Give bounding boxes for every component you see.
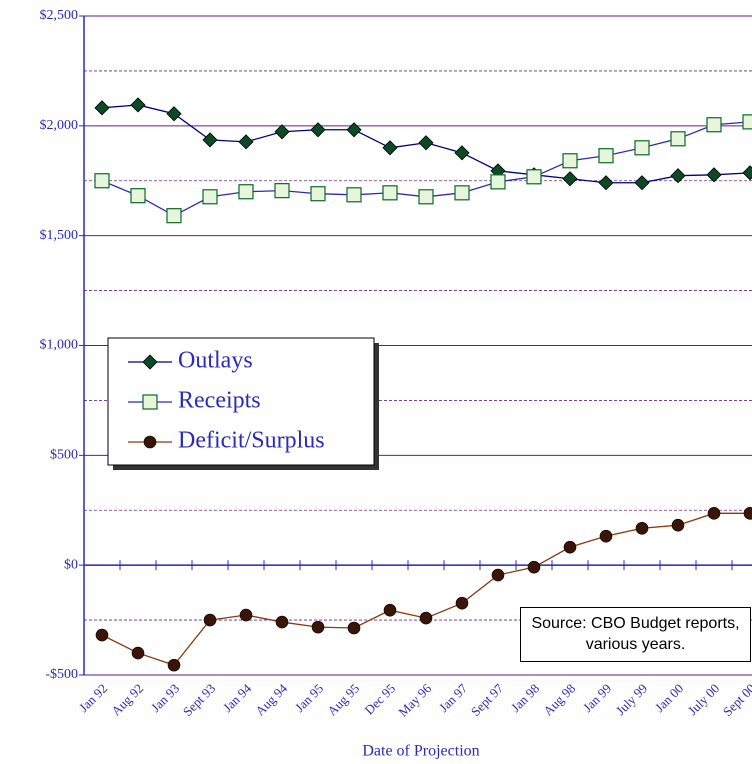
diamond-marker — [238, 134, 254, 150]
square-marker — [142, 394, 158, 410]
y-tick-label: $1,500 — [40, 228, 79, 243]
circle-marker — [419, 611, 433, 625]
square-marker — [490, 174, 506, 190]
x-tick-label: Dec 95 — [361, 681, 398, 718]
diamond-marker — [202, 132, 218, 148]
x-tick-label: Jan 98 — [508, 681, 542, 715]
circle-marker — [167, 658, 181, 672]
x-tick-label: Jan 94 — [220, 680, 255, 715]
x-tick-label: May 96 — [395, 680, 434, 719]
diamond-marker — [562, 171, 578, 187]
square-marker — [598, 148, 614, 164]
diamond-marker — [670, 168, 686, 184]
x-tick-label: Aug 94 — [252, 680, 290, 718]
x-tick-label: Aug 98 — [540, 681, 578, 719]
x-tick-label: Aug 92 — [108, 681, 146, 719]
x-tick-label: Sept 93 — [180, 681, 218, 719]
circle-marker — [671, 518, 685, 532]
diamond-marker — [346, 122, 362, 138]
circle-marker — [383, 603, 397, 617]
y-tick-label: -$500 — [45, 667, 78, 682]
x-tick-label: Sept 00 — [720, 681, 752, 719]
square-marker — [670, 131, 686, 147]
y-tick-label: $0 — [64, 557, 78, 572]
x-tick-label: Jan 92 — [76, 681, 110, 715]
diamond-marker — [418, 135, 434, 151]
diamond-marker — [634, 175, 650, 191]
square-marker — [274, 183, 290, 199]
x-tick-label: Jan 99 — [580, 681, 614, 715]
circle-marker — [635, 521, 649, 535]
diamond-marker — [166, 106, 182, 122]
y-tick-label: $2,500 — [40, 8, 79, 23]
square-marker — [634, 140, 650, 156]
diamond-marker — [142, 354, 158, 370]
square-marker — [310, 186, 326, 202]
square-marker — [382, 185, 398, 201]
square-marker — [418, 189, 434, 205]
circle-marker — [743, 507, 752, 520]
circle-marker — [275, 615, 289, 629]
circle-marker — [563, 540, 577, 554]
square-marker — [202, 189, 218, 205]
square-marker — [562, 153, 578, 169]
circle-marker — [203, 613, 217, 627]
source-note: Source: CBO Budget reports, various year… — [520, 607, 751, 662]
y-tick-label: $2,000 — [40, 118, 79, 133]
square-marker — [166, 208, 182, 224]
x-tick-label: July 99 — [613, 681, 650, 718]
circle-marker — [527, 560, 541, 574]
diamond-marker — [706, 167, 722, 183]
circle-marker — [455, 596, 469, 610]
circle-marker — [599, 529, 613, 543]
circle-marker — [311, 620, 325, 634]
square-marker — [346, 187, 362, 203]
square-marker — [526, 169, 542, 185]
x-tick-label: Jan 93 — [148, 681, 182, 715]
y-tick-label: $500 — [50, 448, 78, 463]
legend: Outlays Receipts Deficit/Surplus — [107, 337, 379, 470]
square-marker — [742, 114, 752, 130]
y-tick-label: $1,000 — [40, 338, 79, 353]
circle-marker — [143, 435, 157, 449]
legend-label: Receipts — [178, 388, 261, 414]
square-marker — [454, 185, 470, 201]
circle-marker — [239, 608, 253, 622]
circle-marker — [491, 568, 505, 582]
x-tick-label: Jan 97 — [436, 680, 471, 715]
diamond-marker — [382, 140, 398, 156]
square-marker — [94, 173, 110, 189]
diamond-marker — [310, 122, 326, 138]
circle-marker — [347, 621, 361, 635]
diamond-marker — [274, 124, 290, 140]
diamond-marker — [598, 175, 614, 191]
legend-label: Outlays — [178, 348, 253, 374]
legend-label: Deficit/Surplus — [178, 428, 325, 454]
square-marker — [130, 188, 146, 204]
square-marker — [238, 184, 254, 200]
x-axis-title: Date of Projection — [362, 743, 479, 760]
square-marker — [706, 117, 722, 133]
circle-marker — [95, 628, 109, 642]
x-tick-label: Aug 95 — [324, 681, 362, 719]
diamond-marker — [130, 97, 146, 113]
x-tick-label: Jan 95 — [292, 681, 326, 715]
diamond-marker — [94, 100, 110, 116]
circle-marker — [707, 507, 721, 520]
diamond-marker — [742, 165, 752, 181]
circle-marker — [131, 646, 145, 660]
x-tick-label: Sept 97 — [468, 680, 507, 719]
x-tick-label: July 00 — [685, 681, 722, 718]
x-tick-label: Jan 00 — [652, 681, 686, 715]
diamond-marker — [454, 145, 470, 161]
